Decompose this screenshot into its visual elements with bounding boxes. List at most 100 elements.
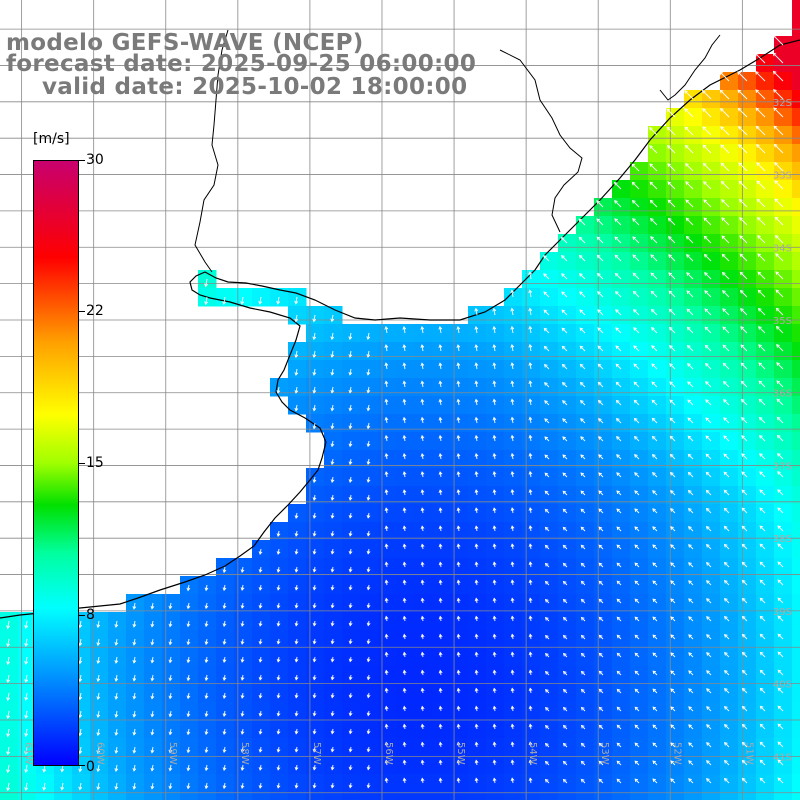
wind-arrow	[366, 566, 371, 573]
wind-arrow	[312, 368, 317, 376]
wind-arrow	[420, 453, 425, 460]
wind-speed-cell	[576, 378, 595, 397]
wind-arrow	[474, 615, 479, 622]
wind-arrow	[150, 620, 155, 628]
wind-arrow	[366, 494, 371, 501]
wind-arrow	[528, 705, 533, 712]
wind-arrow	[739, 289, 748, 298]
wind-arrow	[456, 705, 461, 712]
wind-speed-cell	[432, 360, 451, 379]
wind-speed-cell	[396, 630, 415, 649]
wind-arrow	[688, 670, 694, 676]
wind-arrow	[366, 764, 371, 771]
wind-speed-cell	[522, 720, 541, 739]
wind-speed-cell	[540, 522, 559, 541]
wind-speed-cell	[558, 270, 577, 289]
wind-speed-cell	[648, 522, 667, 541]
wind-speed-cell	[450, 486, 469, 505]
wind-speed-cell	[720, 612, 739, 631]
wind-arrow	[543, 291, 550, 298]
wind-arrow	[78, 710, 83, 719]
wind-speed-cell	[792, 144, 800, 163]
wind-arrow	[722, 308, 730, 316]
wind-speed-cell	[522, 414, 541, 433]
wind-speed-cell	[576, 288, 595, 307]
wind-arrow	[562, 598, 568, 604]
wind-arrow	[330, 746, 335, 753]
wind-arrow	[723, 579, 730, 586]
wind-arrow	[741, 759, 748, 766]
wind-arrow	[739, 271, 748, 280]
wind-arrow	[384, 741, 389, 748]
wind-arrow	[775, 289, 784, 298]
colorbar-tick-mark	[79, 311, 85, 312]
wind-speed-cell	[648, 738, 667, 757]
wind-speed-cell	[450, 594, 469, 613]
wind-arrow	[438, 362, 443, 370]
wind-arrow	[204, 584, 209, 592]
wind-speed-cell	[666, 414, 685, 433]
wind-arrow	[402, 489, 407, 496]
wind-arrow	[456, 561, 461, 568]
wind-arrow	[631, 199, 640, 208]
wind-arrow	[492, 325, 497, 334]
wind-speed-cell	[558, 252, 577, 271]
wind-speed-cell	[468, 594, 487, 613]
wind-speed-cell	[738, 432, 757, 451]
wind-arrow	[580, 778, 586, 784]
wind-speed-cell	[576, 270, 595, 289]
wind-arrow	[738, 180, 748, 190]
wind-speed-cell	[288, 792, 307, 800]
wind-speed-cell	[720, 504, 739, 523]
wind-arrow	[438, 471, 443, 478]
wind-arrow	[312, 422, 317, 430]
wind-arrow	[456, 471, 461, 478]
wind-arrow	[774, 180, 784, 190]
wind-speed-cell	[504, 648, 523, 667]
wind-speed-cell	[756, 702, 775, 721]
wind-arrow	[348, 584, 353, 591]
wind-arrow	[724, 724, 730, 730]
wind-arrow	[706, 580, 712, 586]
wind-speed-cell	[594, 522, 613, 541]
wind-arrow	[684, 90, 694, 100]
wind-arrow	[615, 345, 622, 352]
wind-arrow	[580, 652, 586, 658]
wind-arrow	[420, 669, 425, 676]
wind-arrow	[686, 308, 694, 316]
wind-arrow	[330, 458, 335, 466]
wind-arrow	[598, 580, 604, 586]
wind-arrow	[204, 746, 209, 754]
wind-speed-cell	[450, 684, 469, 703]
wind-arrow	[312, 656, 317, 663]
wind-speed-cell	[396, 612, 415, 631]
wind-arrow	[580, 526, 586, 532]
wind-arrow	[777, 669, 784, 676]
wind-speed-cell	[378, 432, 397, 451]
wind-speed-cell	[540, 648, 559, 667]
wind-speed-cell	[378, 684, 397, 703]
wind-speed-cell	[414, 738, 433, 757]
wind-speed-cell	[558, 720, 577, 739]
wind-arrow	[276, 386, 281, 394]
wind-arrow	[741, 579, 748, 586]
wind-speed-cell	[648, 720, 667, 739]
wind-speed-cell	[450, 630, 469, 649]
wind-arrow	[528, 470, 533, 478]
wind-arrow	[330, 674, 335, 681]
wind-speed-cell	[648, 342, 667, 361]
wind-arrow	[634, 724, 640, 730]
wind-speed-cell	[738, 702, 757, 721]
wind-arrow	[739, 217, 748, 226]
wind-arrow	[544, 688, 550, 694]
wind-arrow	[528, 343, 533, 352]
wind-arrow	[312, 332, 317, 341]
wind-speed-cell	[594, 432, 613, 451]
wind-arrow	[312, 314, 317, 323]
wind-arrow	[688, 616, 694, 622]
wind-speed-cell	[630, 666, 649, 685]
wind-arrow	[777, 489, 784, 496]
wind-speed-cell	[594, 612, 613, 631]
wind-arrow	[652, 616, 658, 622]
